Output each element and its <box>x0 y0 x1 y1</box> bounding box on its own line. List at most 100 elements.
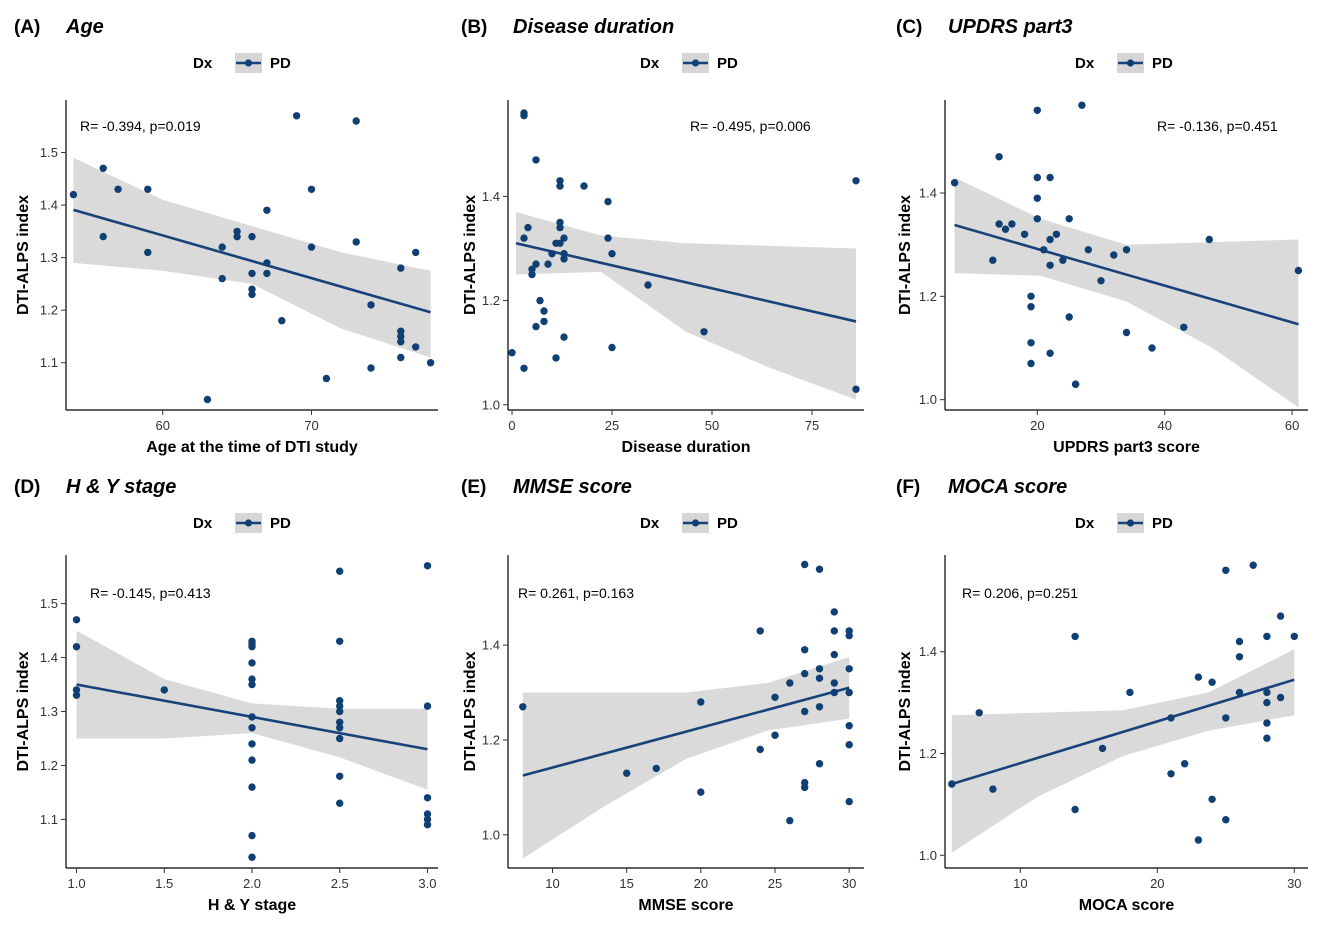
data-point <box>1263 688 1271 697</box>
legend-title: Dx <box>640 55 660 72</box>
data-point <box>397 338 405 346</box>
data-point <box>248 853 256 861</box>
panel-f: (F) MOCA score Dx PD 10 20 30 1.0 1.2 1.4 MOCA sco… <box>896 476 1308 914</box>
y-tick-label: 1.4 <box>482 638 500 653</box>
data-point <box>1276 693 1285 702</box>
data-point <box>322 374 331 383</box>
panel-title: MMSE score <box>513 476 632 498</box>
data-point <box>263 259 271 267</box>
data-point <box>1046 261 1054 269</box>
data-point <box>995 220 1003 228</box>
data-point <box>263 269 271 278</box>
data-point <box>830 650 838 659</box>
data-point <box>830 679 838 687</box>
x-tick-label: 60 <box>155 418 169 433</box>
data-point <box>248 659 256 667</box>
data-point <box>1263 719 1271 727</box>
data-point <box>1263 632 1271 641</box>
data-point <box>423 815 432 824</box>
data-point <box>248 675 256 683</box>
data-point <box>830 627 838 635</box>
data-point <box>336 734 344 743</box>
y-axis-title: DTI-ALPS index <box>897 651 914 771</box>
data-point <box>608 250 616 258</box>
data-point <box>1078 101 1086 109</box>
data-point <box>528 270 536 279</box>
data-point <box>248 680 256 689</box>
x-tick-label: 20 <box>694 876 708 891</box>
y-tick-label: 1.3 <box>40 704 58 719</box>
x-tick-label: 20 <box>1150 876 1164 891</box>
legend-title: Dx <box>640 515 660 532</box>
data-point <box>1194 673 1203 681</box>
data-point <box>604 197 612 206</box>
data-point <box>248 724 256 732</box>
x-tick-label: 25 <box>768 876 782 891</box>
data-point <box>1046 349 1054 357</box>
data-point <box>1052 230 1061 238</box>
data-point <box>423 810 432 818</box>
data-point <box>1027 359 1035 368</box>
data-point <box>423 562 432 570</box>
data-point <box>1071 805 1079 814</box>
data-point <box>72 616 81 624</box>
data-point <box>248 269 256 278</box>
y-tick-label: 1.1 <box>40 812 58 827</box>
data-point <box>1222 566 1230 574</box>
data-point <box>367 301 375 309</box>
x-axis-title: Age at the time of DTI study <box>146 439 358 456</box>
data-point <box>72 691 81 699</box>
data-point <box>508 349 516 357</box>
data-point <box>830 608 838 616</box>
regression-line <box>951 678 1295 786</box>
confidence-band <box>76 630 428 790</box>
data-point <box>1276 612 1285 620</box>
data-point <box>1110 251 1118 259</box>
y-axis-title: DTI-ALPS index <box>897 195 914 315</box>
data-point <box>1249 561 1257 569</box>
data-point <box>1008 220 1016 228</box>
data-point <box>1294 266 1303 275</box>
y-tick-label: 1.2 <box>482 732 500 747</box>
data-point <box>644 281 652 289</box>
legend-title: Dx <box>1075 515 1095 532</box>
data-point <box>532 156 540 164</box>
data-point <box>248 713 256 721</box>
data-point <box>845 797 853 806</box>
legend-entry: PD <box>270 55 291 72</box>
data-point <box>536 296 544 305</box>
x-tick-label: 25 <box>605 418 619 433</box>
data-point <box>815 760 824 768</box>
y-tick-label: 1.2 <box>482 293 500 308</box>
correlation-annotation: R= -0.394, p=0.019 <box>80 118 201 134</box>
data-point <box>336 697 344 705</box>
x-axis-title: MOCA score <box>1079 897 1175 914</box>
data-point <box>801 646 809 654</box>
x-tick-label: 40 <box>1157 418 1171 433</box>
y-tick-label: 1.0 <box>919 848 937 863</box>
data-point <box>99 164 107 172</box>
x-tick-label: 15 <box>619 876 633 891</box>
data-point <box>233 227 241 236</box>
legend-key-point <box>1126 59 1135 67</box>
y-tick-label: 1.2 <box>40 303 58 318</box>
data-point <box>367 364 375 372</box>
panel-title: MOCA score <box>948 476 1067 498</box>
data-point <box>99 232 107 241</box>
data-point <box>1098 744 1107 753</box>
data-point <box>1222 816 1230 824</box>
y-axis-title: DTI-ALPS index <box>462 651 479 771</box>
data-point <box>845 688 853 697</box>
data-point <box>845 665 853 673</box>
data-point <box>556 177 564 185</box>
legend-key-point <box>244 519 253 527</box>
correlation-annotation: R= -0.136, p=0.451 <box>1157 118 1278 134</box>
panel-title: H & Y stage <box>66 476 176 498</box>
x-tick-label: 75 <box>805 418 819 433</box>
data-point <box>1205 235 1214 244</box>
data-point <box>69 190 78 199</box>
y-tick-label: 1.4 <box>40 650 58 665</box>
panel-a: (A) Age Dx PD 60 70 1.1 1.2 1.3 1.4 1.5 Age at the … <box>14 16 438 456</box>
data-point <box>1222 714 1230 722</box>
